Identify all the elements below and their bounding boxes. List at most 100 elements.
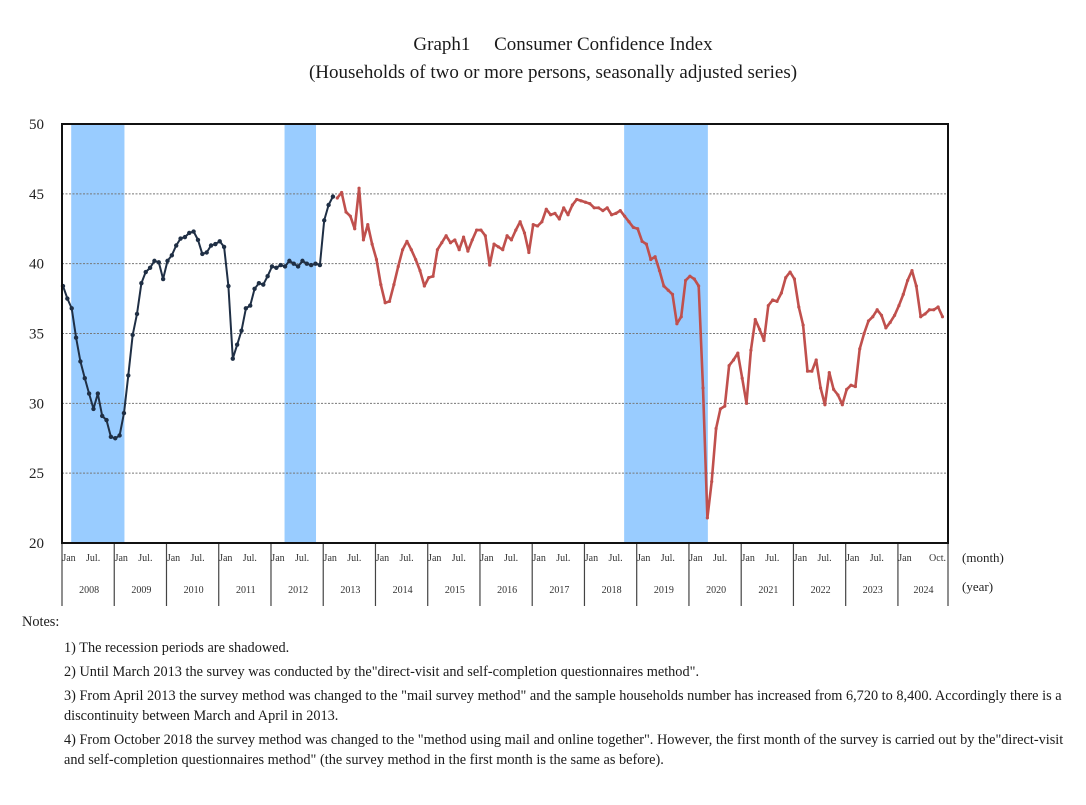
x-tick-label-month: Jul. [556, 553, 570, 564]
y-tick-label: 40 [29, 257, 44, 273]
data-point [291, 261, 296, 266]
data-point [239, 328, 244, 333]
data-point [866, 319, 871, 323]
data-point [940, 315, 945, 319]
data-point [400, 248, 405, 252]
data-point [448, 241, 453, 245]
x-tick-label-month: Jan [62, 553, 75, 564]
data-point [810, 369, 814, 373]
data-point [475, 228, 479, 232]
notes-section: Notes: 1) The recession periods are shad… [22, 612, 1072, 774]
data-point [422, 284, 426, 288]
data-point [91, 406, 96, 412]
x-tick-label-month: Jan [689, 553, 702, 564]
x-tick-label-month: Oct. [929, 553, 946, 564]
data-point [226, 283, 231, 289]
x-tick-label-month: Jan [167, 553, 180, 564]
data-point [213, 241, 218, 247]
data-point [518, 220, 522, 224]
data-point [888, 320, 892, 324]
data-point [65, 296, 70, 301]
note-item: 1) The recession periods are shadowed. [64, 640, 290, 656]
data-point [553, 211, 557, 215]
chart-subtitle: (Households of two or more persons, seas… [308, 62, 798, 83]
data-point [344, 210, 348, 214]
data-point [910, 269, 914, 273]
data-point [156, 260, 161, 265]
data-point [326, 202, 331, 208]
data-point [879, 313, 884, 317]
data-point [252, 286, 257, 292]
data-point [801, 323, 805, 327]
x-tick-label-year: 2015 [445, 585, 465, 596]
x-tick-label-month: Jul. [713, 553, 727, 564]
data-point [614, 211, 618, 215]
data-point [182, 234, 188, 240]
x-tick-label-month: Jan [585, 553, 598, 564]
data-point [710, 479, 714, 484]
data-point [357, 186, 361, 190]
data-point [792, 277, 797, 281]
data-point [775, 299, 779, 303]
y-tick-label: 45 [29, 187, 44, 203]
data-point [779, 291, 783, 295]
data-point [134, 311, 140, 317]
data-point [457, 248, 461, 252]
data-point [814, 358, 818, 362]
data-point [718, 407, 723, 411]
x-tick-label-month: Jul. [295, 553, 309, 564]
data-point [95, 391, 101, 396]
data-point [86, 391, 92, 396]
x-tick-label-month: Jan [219, 553, 232, 564]
x-tick-label-year: 2010 [184, 585, 204, 596]
x-tick-label-year: 2009 [131, 585, 151, 596]
gridlines [62, 193, 948, 474]
x-tick-label-year: 2018 [602, 585, 622, 596]
data-point [601, 208, 605, 213]
x-tick-label-month: Jan [846, 553, 859, 564]
data-point [330, 194, 336, 199]
data-point [69, 306, 74, 311]
data-point [256, 281, 262, 286]
data-point [588, 202, 592, 206]
data-point [187, 230, 192, 236]
data-point [496, 245, 500, 249]
data-point [104, 417, 109, 423]
x-axis: Jan Jul. 2008 Jan Jul. 2009 Jan Jul. 2010 Jan Jul.… [61, 543, 949, 606]
data-point [832, 387, 836, 391]
x-tick-label-year: 2023 [863, 585, 883, 596]
data-point [932, 308, 936, 312]
data-point [274, 265, 279, 271]
data-point [317, 262, 323, 268]
data-point [818, 386, 823, 390]
data-point [753, 317, 757, 322]
data-point [370, 242, 374, 246]
data-point [927, 308, 932, 312]
data-point [579, 199, 583, 203]
data-point [919, 315, 923, 319]
data-point [165, 258, 170, 264]
x-tick-label-month: Jul. [86, 553, 100, 564]
x-tick-label-month: Jul. [347, 553, 361, 564]
data-point [666, 288, 670, 292]
data-point [797, 305, 801, 309]
x-tick-label-month: Jan [898, 553, 911, 564]
data-point [200, 251, 205, 257]
data-point [108, 434, 114, 440]
data-point [627, 220, 631, 224]
data-point [435, 248, 440, 252]
data-point [605, 206, 609, 210]
data-point [405, 239, 409, 243]
data-point [858, 347, 862, 351]
data-point [705, 516, 709, 520]
data-point [583, 200, 588, 204]
data-point [278, 262, 283, 268]
data-point [653, 255, 657, 259]
data-point [871, 315, 875, 319]
x-tick-label-month: Jul. [138, 553, 152, 564]
x-tick-label-month: Jan [637, 553, 650, 564]
x-tick-label-year: 2013 [340, 585, 360, 596]
data-point [383, 301, 387, 305]
data-point [488, 263, 492, 267]
data-point [479, 228, 483, 232]
